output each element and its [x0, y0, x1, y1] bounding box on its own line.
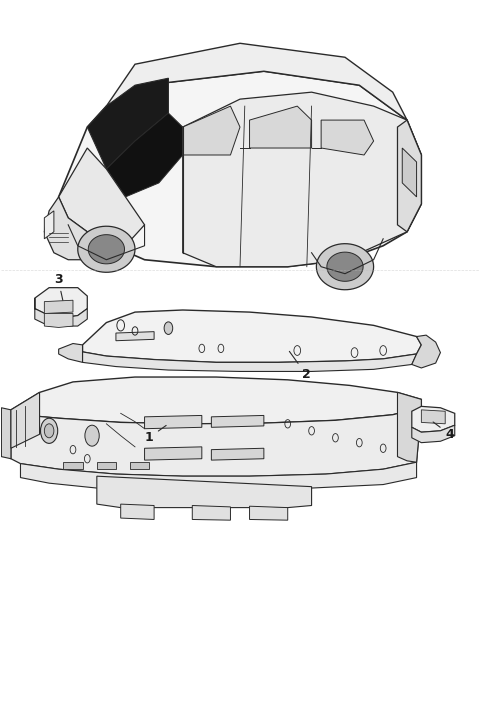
Circle shape	[40, 418, 58, 443]
Circle shape	[44, 424, 54, 438]
Polygon shape	[144, 447, 202, 460]
Polygon shape	[78, 226, 135, 272]
Polygon shape	[83, 310, 421, 362]
Polygon shape	[412, 407, 455, 433]
Polygon shape	[107, 43, 407, 120]
Polygon shape	[421, 410, 445, 424]
Polygon shape	[87, 79, 168, 169]
Polygon shape	[35, 287, 87, 317]
Polygon shape	[327, 252, 363, 281]
Polygon shape	[59, 343, 83, 362]
Polygon shape	[120, 504, 154, 519]
Polygon shape	[83, 352, 417, 372]
Polygon shape	[11, 408, 421, 476]
Text: 3: 3	[54, 273, 63, 300]
Polygon shape	[412, 335, 441, 368]
Polygon shape	[250, 106, 312, 148]
Polygon shape	[250, 506, 288, 520]
Text: 1: 1	[144, 426, 166, 444]
Polygon shape	[44, 300, 73, 313]
Polygon shape	[1, 408, 11, 458]
Polygon shape	[107, 113, 183, 197]
Polygon shape	[44, 313, 73, 327]
Polygon shape	[183, 92, 421, 266]
Polygon shape	[59, 148, 144, 246]
Polygon shape	[44, 197, 125, 260]
Polygon shape	[59, 72, 421, 266]
Polygon shape	[402, 148, 417, 197]
Polygon shape	[211, 448, 264, 460]
Polygon shape	[11, 393, 39, 448]
Polygon shape	[88, 235, 124, 264]
Polygon shape	[397, 120, 421, 232]
Polygon shape	[192, 505, 230, 520]
Polygon shape	[63, 462, 83, 469]
Circle shape	[85, 426, 99, 446]
Circle shape	[164, 322, 173, 334]
Polygon shape	[211, 416, 264, 428]
Polygon shape	[35, 298, 87, 326]
Polygon shape	[97, 476, 312, 508]
Polygon shape	[412, 426, 455, 442]
Text: 2: 2	[289, 351, 311, 381]
Polygon shape	[144, 416, 202, 429]
Polygon shape	[97, 462, 116, 469]
Text: 4: 4	[433, 422, 454, 441]
Polygon shape	[11, 377, 421, 424]
Polygon shape	[116, 332, 154, 341]
Polygon shape	[397, 393, 421, 462]
Polygon shape	[321, 120, 373, 155]
Polygon shape	[130, 462, 149, 469]
Polygon shape	[183, 106, 240, 155]
Polygon shape	[316, 244, 373, 290]
Polygon shape	[44, 211, 54, 239]
Polygon shape	[21, 462, 417, 490]
